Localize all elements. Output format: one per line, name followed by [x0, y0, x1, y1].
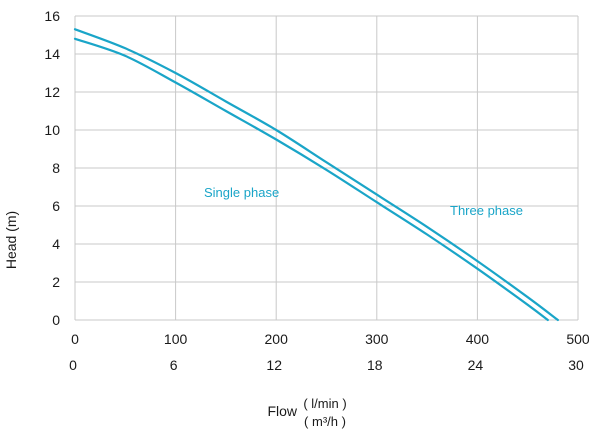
- x-tick-label: 500: [566, 331, 589, 347]
- y-tick-label: 0: [52, 312, 60, 328]
- x-tick-label-secondary: 0: [69, 357, 77, 373]
- x-tick-label-secondary: 30: [568, 357, 584, 373]
- x-tick-label: 200: [265, 331, 289, 347]
- x-tick-label: 400: [466, 331, 490, 347]
- y-tick-label: 14: [44, 46, 60, 62]
- x-tick-labels: 0 100 200 300 400 500: [71, 331, 589, 347]
- x-tick-label: 100: [164, 331, 188, 347]
- series-line-three-phase: [73, 28, 559, 322]
- y-tick-labels: 0 2 4 6 8 10 12 14 16: [44, 8, 60, 328]
- y-tick-label: 4: [52, 236, 60, 252]
- x-axis-label: Flow: [267, 403, 297, 419]
- series-lines: [73, 28, 559, 322]
- annotation-single-phase: Single phase: [204, 185, 279, 200]
- x-tick-label: 0: [71, 331, 79, 347]
- y-tick-label: 12: [44, 84, 60, 100]
- x-tick-label: 300: [365, 331, 389, 347]
- x-tick-label-secondary: 18: [367, 357, 383, 373]
- y-tick-label: 2: [52, 274, 60, 290]
- x-tick-label-secondary: 6: [170, 357, 178, 373]
- y-tick-label: 16: [44, 8, 60, 24]
- y-tick-label: 8: [52, 160, 60, 176]
- series-line-single-phase: [73, 37, 549, 322]
- x-tick-label-secondary: 24: [468, 357, 484, 373]
- y-tick-label: 6: [52, 198, 60, 214]
- y-axis-label: Head (m): [3, 211, 19, 269]
- x-tick-label-secondary: 12: [266, 357, 282, 373]
- annotation-three-phase: Three phase: [450, 203, 523, 218]
- grid: [74, 15, 579, 321]
- y-tick-label: 10: [44, 122, 60, 138]
- x-axis-unit-m3h: ( m³/h ): [304, 414, 346, 429]
- x-axis-unit-lmin: ( l/min ): [303, 396, 346, 411]
- x-tick-labels-secondary: 0 6 12 18 24 30: [69, 357, 584, 373]
